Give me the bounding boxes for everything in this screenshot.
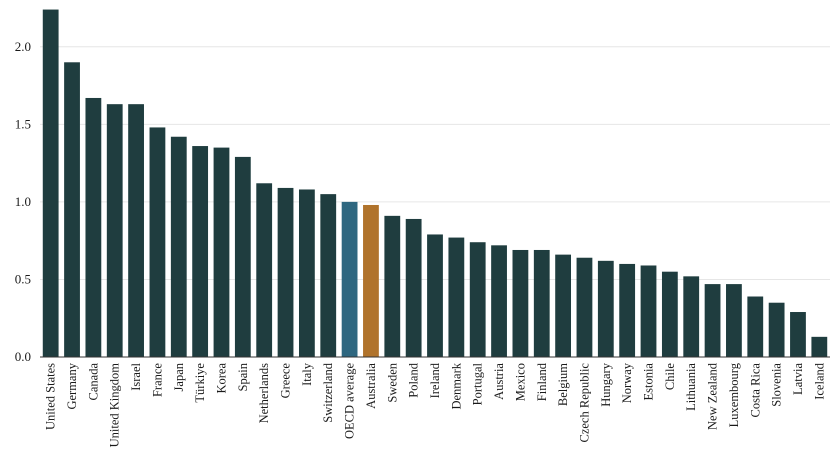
bar-united-states [42, 9, 59, 357]
bar-netherlands [256, 183, 273, 357]
bar-canada [85, 97, 102, 357]
x-tick-label: Japan [172, 362, 186, 391]
bar-germany [64, 62, 80, 358]
x-tick-label: Latvia [791, 363, 805, 395]
x-tick-label: Netherlands [257, 363, 271, 424]
x-tick-label: Costa Rica [748, 363, 762, 418]
bar-oecd-average [341, 201, 358, 357]
x-tick-label: Denmark [449, 362, 463, 409]
x-tick-label: New Zealand [706, 362, 720, 430]
x-tick-label: Chile [663, 363, 677, 391]
x-tick-label: Finland [535, 362, 549, 401]
x-tick-label: Australia [364, 363, 378, 409]
x-tick-label: Israel [129, 362, 143, 390]
bar-hungary [597, 260, 614, 357]
x-tick-label: Belgium [556, 363, 570, 406]
x-tick-label: Mexico [513, 363, 527, 401]
y-tick-label: 0.5 [15, 271, 31, 286]
x-tick-label: Czech Republic [577, 363, 591, 443]
bar-latvia [790, 312, 806, 357]
bar-japan [170, 136, 187, 357]
x-axis-labels: United States Germany Canada United Kingdom… [44, 362, 827, 447]
x-tick-label: France [150, 363, 164, 397]
x-tick-label: Switzerland [321, 362, 335, 422]
x-tick-label: Italy [300, 362, 314, 386]
bar-spain [234, 156, 251, 357]
x-tick-label: Portugal [471, 362, 485, 405]
y-tick-label: 1.5 [15, 116, 31, 131]
bar-lithuania [683, 276, 700, 357]
bar-iceland [811, 336, 828, 357]
x-tick-label: Poland [407, 362, 421, 397]
bar-denmark [448, 237, 465, 357]
x-tick-label: Iceland [812, 362, 826, 400]
bar-austria [491, 245, 507, 357]
x-tick-label: Korea [214, 363, 228, 394]
x-tick-label: Norway [620, 362, 634, 403]
bar-portugal [469, 242, 486, 357]
x-tick-label: Greece [279, 363, 293, 399]
bar-france [149, 127, 166, 358]
x-tick-label: Germany [65, 362, 79, 409]
x-tick-label: Canada [86, 363, 100, 401]
bar-czech-republic [576, 257, 593, 357]
x-tick-label: Luxembourg [727, 362, 741, 427]
x-tick-label: OECD average [343, 363, 357, 439]
y-tick-label: 1.0 [15, 194, 31, 209]
bar-israel [128, 104, 144, 358]
x-tick-label: Spain [236, 362, 250, 391]
x-tick-label: Austria [492, 363, 506, 400]
bar-luxembourg [726, 284, 742, 357]
y-tick-label: 2.0 [15, 39, 31, 54]
y-axis: 0.0 0.5 1.0 1.5 2.0 [15, 39, 31, 364]
x-tick-label: Slovenia [770, 363, 784, 407]
bar-switzerland [320, 194, 337, 357]
bar-greece [277, 187, 294, 357]
bar-norway [619, 263, 636, 357]
bar-mexico [512, 249, 529, 357]
x-tick-label: Lithuania [684, 363, 698, 411]
bar-united-kingdom [106, 104, 123, 358]
bar-slovenia [768, 302, 785, 357]
bar-ireland [427, 234, 443, 357]
bar-italy [298, 189, 315, 357]
bar-poland [405, 218, 422, 357]
bar-finland [533, 249, 550, 357]
x-tick-label: Hungary [599, 362, 613, 406]
x-tick-label: United States [44, 363, 58, 430]
bars [42, 9, 828, 358]
x-tick-label: Ireland [428, 362, 442, 398]
bar-t-rkiye [192, 146, 209, 357]
x-tick-label: United Kingdom [108, 363, 122, 448]
bar-chile [661, 271, 678, 357]
x-tick-label: Türkiye [193, 363, 207, 403]
bar-australia [363, 204, 379, 357]
y-tick-label: 0.0 [15, 349, 31, 364]
bar-belgium [555, 254, 572, 357]
x-tick-label: Estonia [642, 363, 656, 401]
x-tick-label: Sweden [385, 362, 399, 402]
bar-costa-rica [747, 296, 764, 357]
bar-estonia [640, 265, 657, 357]
bar-sweden [384, 215, 401, 357]
bar-new-zealand [704, 284, 721, 357]
bar-korea [213, 147, 230, 357]
